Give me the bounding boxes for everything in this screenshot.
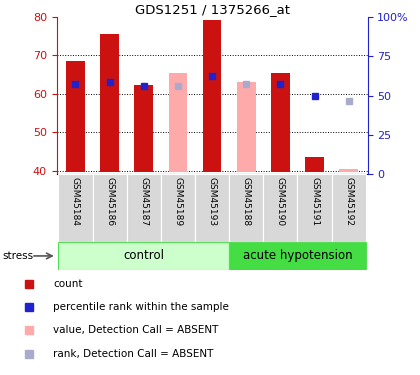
Bar [100, 34, 119, 172]
Bar [339, 169, 358, 172]
Bar [263, 174, 297, 242]
Bar [271, 73, 290, 172]
Bar [134, 85, 153, 172]
Bar [332, 174, 366, 242]
Bar [229, 174, 263, 242]
Text: count: count [53, 279, 82, 289]
Bar [58, 242, 229, 270]
Bar [203, 20, 221, 172]
Bar [237, 82, 256, 172]
Text: percentile rank within the sample: percentile rank within the sample [53, 302, 229, 312]
Bar [92, 174, 127, 242]
Text: acute hypotension: acute hypotension [243, 249, 352, 262]
Bar [297, 174, 332, 242]
Text: GSM45189: GSM45189 [173, 177, 182, 226]
Bar [66, 61, 85, 172]
Bar [168, 73, 187, 172]
Text: rank, Detection Call = ABSENT: rank, Detection Call = ABSENT [53, 349, 213, 359]
Text: GSM45186: GSM45186 [105, 177, 114, 226]
Bar [195, 174, 229, 242]
Bar [305, 157, 324, 172]
Text: GSM45193: GSM45193 [207, 177, 217, 226]
Bar [229, 242, 366, 270]
Bar [58, 174, 92, 242]
Text: control: control [123, 249, 164, 262]
Text: GSM45187: GSM45187 [139, 177, 148, 226]
Title: GDS1251 / 1375266_at: GDS1251 / 1375266_at [134, 3, 290, 16]
Text: value, Detection Call = ABSENT: value, Detection Call = ABSENT [53, 326, 218, 336]
Text: GSM45190: GSM45190 [276, 177, 285, 226]
Bar [127, 174, 161, 242]
Text: stress: stress [2, 251, 33, 261]
Text: GSM45191: GSM45191 [310, 177, 319, 226]
Text: GSM45184: GSM45184 [71, 177, 80, 226]
Bar [161, 174, 195, 242]
Text: GSM45192: GSM45192 [344, 177, 353, 226]
Text: GSM45188: GSM45188 [242, 177, 251, 226]
